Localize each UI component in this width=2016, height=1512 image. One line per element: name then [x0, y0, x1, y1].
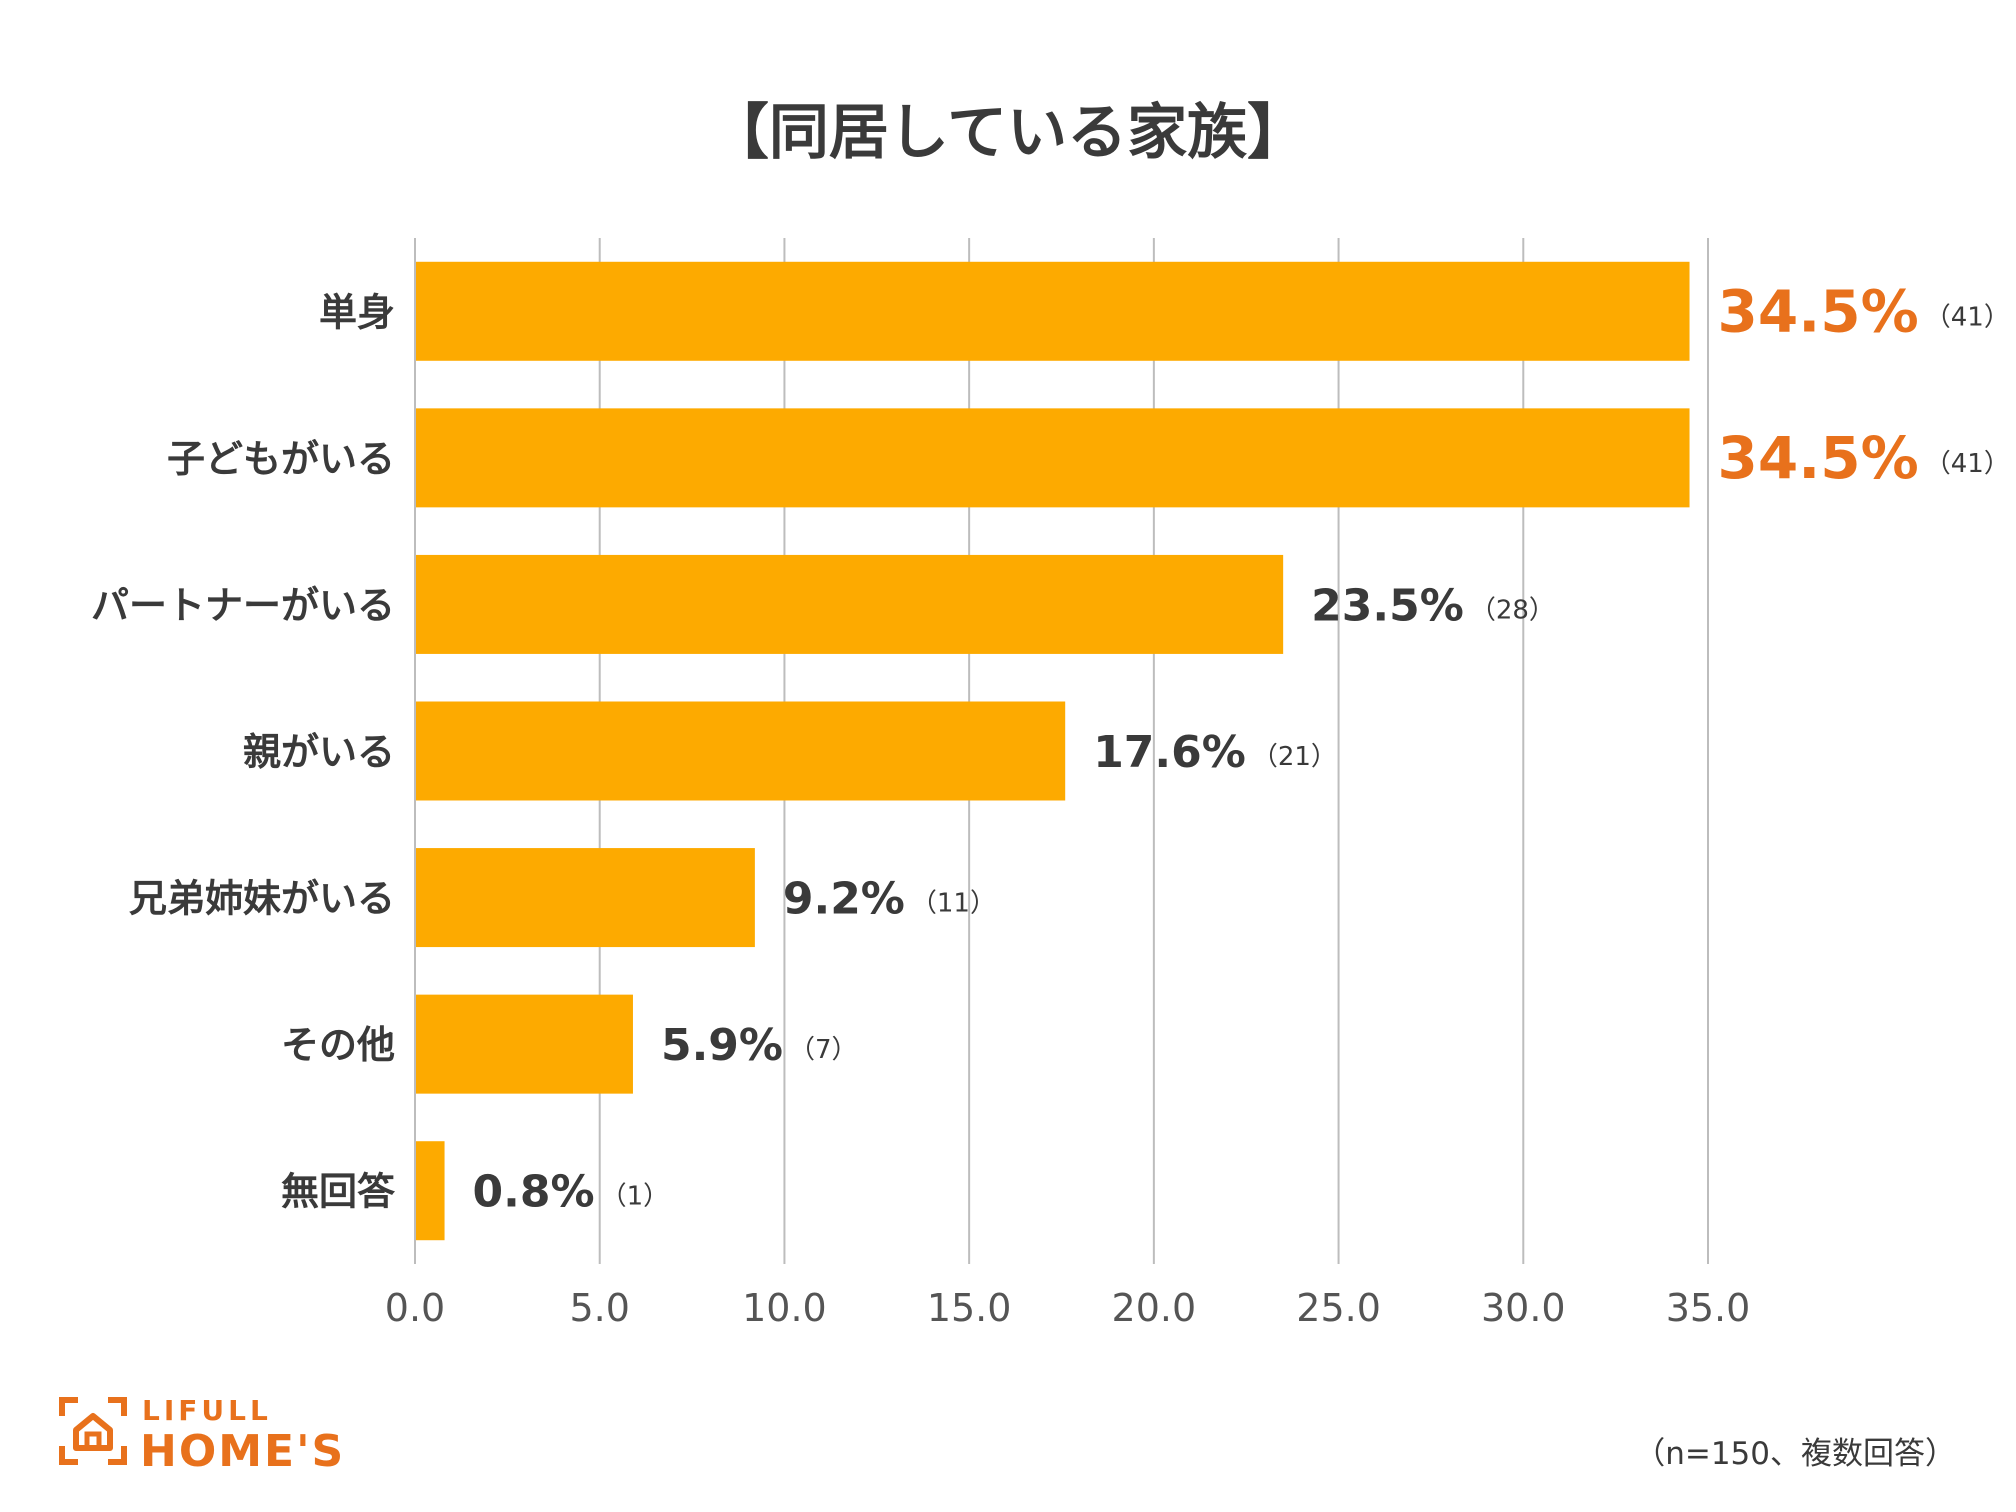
data-label: 17.6% — [1093, 727, 1246, 778]
logo-main-text: HOME'S — [140, 1426, 346, 1477]
data-label: 5.9% — [661, 1020, 783, 1071]
x-tick-label: 15.0 — [927, 1286, 1012, 1330]
count-label: （41） — [1925, 302, 2010, 332]
count-label: （41） — [1925, 449, 2010, 479]
count-label: （11） — [911, 889, 996, 919]
bar — [415, 1141, 445, 1241]
bar — [415, 701, 1066, 801]
chart-title: 【同居している家族】 — [708, 98, 1308, 168]
sample-note: （n=150、複数回答） — [1634, 1436, 1956, 1472]
category-label: 子どもがいる — [167, 437, 395, 481]
brand-logo: LIFULL HOME'S — [58, 1392, 358, 1482]
data-label: 34.5% — [1718, 277, 1919, 345]
logo-top-text: LIFULL — [142, 1394, 272, 1427]
bar — [415, 848, 755, 948]
x-tick-label: 35.0 — [1666, 1286, 1751, 1330]
category-label: 兄弟姉妹がいる — [129, 877, 395, 921]
data-label: 23.5% — [1311, 580, 1464, 631]
category-label: 無回答 — [281, 1170, 396, 1214]
x-tick-label: 20.0 — [1112, 1286, 1197, 1330]
count-label: （1） — [601, 1182, 670, 1212]
x-tick-label: 5.0 — [569, 1286, 629, 1330]
count-label: （21） — [1252, 742, 1337, 772]
count-label: （28） — [1470, 595, 1555, 625]
bar — [415, 261, 1690, 361]
data-label: 9.2% — [783, 874, 905, 925]
x-tick-label: 30.0 — [1481, 1286, 1566, 1330]
category-label: パートナーがいる — [91, 583, 395, 627]
category-label: その他 — [281, 1023, 395, 1067]
category-label: 親がいる — [243, 730, 395, 774]
x-tick-label: 25.0 — [1296, 1286, 1381, 1330]
house-frame-icon — [59, 1397, 127, 1465]
count-label: （7） — [789, 1035, 858, 1065]
bar — [415, 408, 1690, 508]
category-label: 単身 — [319, 290, 395, 334]
data-label: 34.5% — [1718, 424, 1919, 492]
bar — [415, 554, 1284, 654]
x-tick-label: 0.0 — [385, 1286, 445, 1330]
bar — [415, 994, 633, 1094]
data-label: 0.8% — [473, 1167, 595, 1218]
x-tick-label: 10.0 — [742, 1286, 827, 1330]
